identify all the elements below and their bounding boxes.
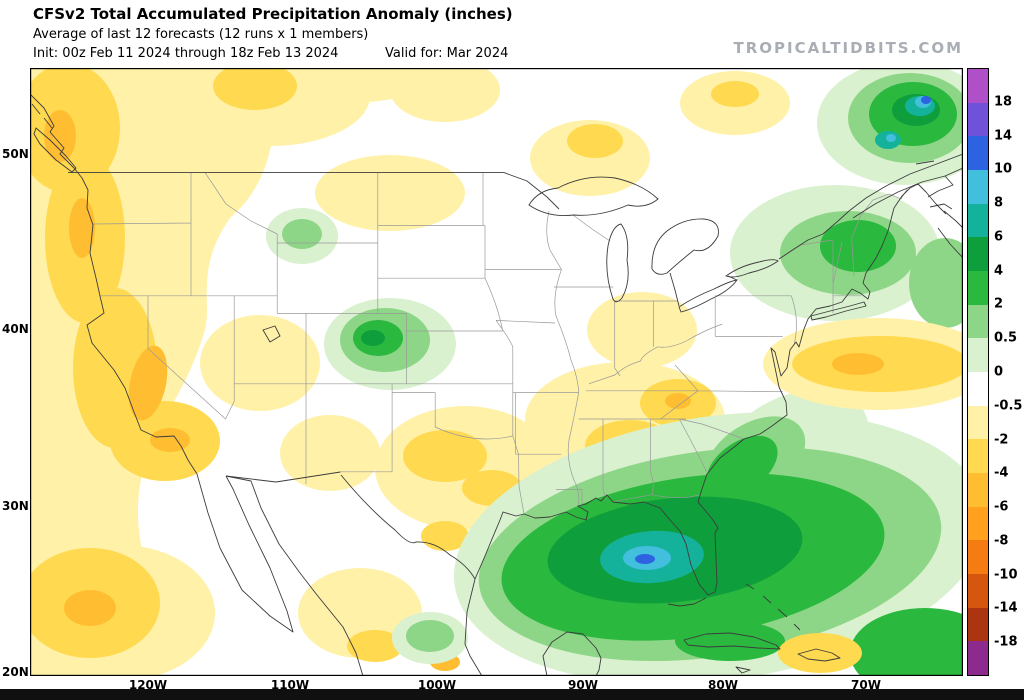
colorbar-label: 14 <box>994 128 1013 144</box>
colorbar-label: -2 <box>994 432 1009 448</box>
bottom-bar <box>0 689 1024 700</box>
precip-anomaly-map <box>16 46 1000 698</box>
colorbar-label: 10 <box>994 161 1013 177</box>
colorbar-label: 6 <box>994 229 1004 245</box>
colorbar-label: 8 <box>994 195 1004 211</box>
colorbar-block <box>968 439 988 474</box>
colorbar-label: -8 <box>994 533 1009 549</box>
map-frame <box>29 67 964 677</box>
colorbar-block <box>968 405 988 440</box>
lon-label-70w: 70W <box>851 678 881 692</box>
colorbar-block <box>968 69 988 103</box>
map-area <box>16 46 1000 698</box>
colorbar-block <box>968 170 988 204</box>
colorbar-label: -6 <box>994 499 1009 515</box>
colorbar-label: 0 <box>994 364 1004 380</box>
subtitle: Average of last 12 forecasts (12 runs x … <box>33 27 369 42</box>
coastlines <box>25 89 964 677</box>
colorbar-block <box>968 136 988 171</box>
colorbar-block <box>968 574 988 608</box>
lat-label-40n: 40N <box>2 322 29 336</box>
colorbar-block <box>968 203 988 238</box>
colorbar-block <box>968 506 988 541</box>
colorbar-block <box>968 641 988 676</box>
colorbar-label: -10 <box>994 567 1018 583</box>
init-text: Init: 00z Feb 11 2024 through 18z Feb 13… <box>33 46 339 61</box>
colorbar-label: 0.5 <box>994 330 1018 346</box>
lon-label-110w: 110W <box>270 678 310 692</box>
colorbar-label: -14 <box>994 600 1018 616</box>
lakes <box>262 176 779 343</box>
colorbar-block <box>968 102 988 137</box>
valid-text: Valid for: Mar 2024 <box>385 46 509 61</box>
watermark: TROPICALTIDBITS.COM <box>733 39 963 57</box>
colorbar-label: 2 <box>994 296 1004 312</box>
colorbar-block <box>968 607 988 642</box>
colorbar-label: -0.5 <box>994 398 1023 414</box>
lon-label-120w: 120W <box>128 678 168 692</box>
colorbar-blocks <box>968 69 988 676</box>
colorbar-label: 18 <box>994 94 1013 110</box>
colorbar-block <box>968 271 988 305</box>
anomaly-field <box>16 46 1000 698</box>
colorbar-block <box>968 237 988 272</box>
colorbar-label: -4 <box>994 465 1009 481</box>
colorbar-block <box>968 338 988 373</box>
lat-label-30n: 30N <box>2 499 29 513</box>
page-title: CFSv2 Total Accumulated Precipitation An… <box>33 5 513 23</box>
lon-label-90w: 90W <box>568 678 598 692</box>
lon-label-100w: 100W <box>417 678 457 692</box>
colorbar-labels: 18 14 10 8 6 4 2 0.5 0 -0.5 -2 -4 -6 -8 -10 -14 -18 <box>994 68 1024 676</box>
lat-label-20n: 20N <box>2 665 29 679</box>
colorbar-block <box>968 304 988 339</box>
colorbar-label: 4 <box>994 263 1004 279</box>
state-borders <box>92 172 908 515</box>
colorbar-block <box>968 540 988 575</box>
lat-label-50n: 50N <box>2 147 29 161</box>
lon-label-80w: 80W <box>708 678 738 692</box>
colorbar-block <box>968 473 988 507</box>
colorbar-block <box>968 372 988 406</box>
colorbar <box>967 68 989 676</box>
colorbar-label: -18 <box>994 634 1018 650</box>
